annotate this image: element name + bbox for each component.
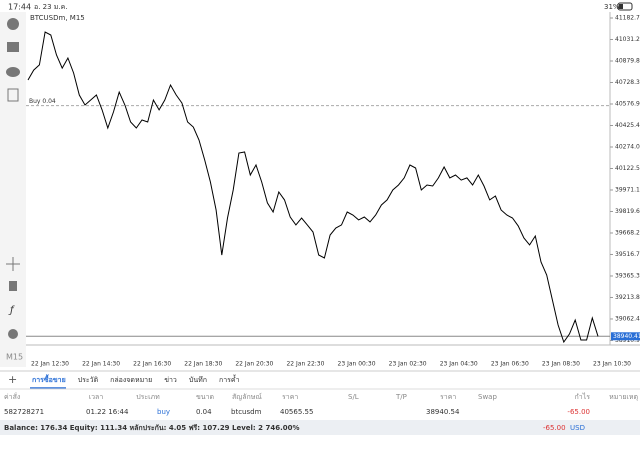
x-tick-label: 22 Jan 20:30 [235,361,273,368]
tab[interactable]: บันทึก [189,375,207,384]
table-header: กำไร [575,392,591,401]
x-tick-label: 22 Jan 22:30 [286,361,324,368]
table-cell: -65.00 [567,408,590,416]
y-tick-label: 39365.30 [615,272,640,279]
y-tick-label: 39062.40 [615,315,640,322]
x-tick-label: 22 Jan 18:30 [184,361,222,368]
symbol-label: BTCUSDm, M15 [30,14,85,22]
y-tick-label: 39213.85 [615,294,640,301]
table-header: S/L [348,393,359,401]
table-header: ราคา [282,393,298,401]
tab[interactable]: ข่าว [164,376,177,384]
y-tick-label: 40728.35 [615,79,640,86]
table-cell: 582728271 [4,408,44,416]
balance-bar [0,420,640,435]
table-header: Swap [478,393,497,401]
table-cell: buy [157,408,170,416]
table-cell: 01.22 16:44 [86,408,129,416]
x-tick-label: 22 Jan 14:30 [82,361,120,368]
y-tick-label: 40274.00 [615,143,640,150]
y-tick-label: 38910.95 [615,337,640,344]
price-tag [611,332,640,341]
y-tick-label: 40425.45 [615,122,640,129]
y-tick-label: 39516.75 [615,251,640,258]
table-header: สัญลักษณ์ [232,393,262,401]
table-header: ราคา [440,393,456,401]
table-header: T/P [395,393,407,401]
x-tick-label: 23 Jan 10:30 [593,361,631,368]
x-tick-label: 23 Jan 04:30 [440,361,478,368]
icon-objects[interactable] [8,329,18,339]
table-header: เวลา [89,393,104,401]
battery-level [619,4,623,9]
y-tick-label: 39819.65 [615,208,640,215]
x-tick-label: 23 Jan 06:30 [491,361,529,368]
icon-indicators[interactable]: ƒ [8,305,15,316]
timeframe[interactable]: M15 [6,353,23,362]
x-tick-label: 23 Jan 02:30 [389,361,427,368]
chart: 41182.70 41031.25 40879.80 40728.35 40576.90… [26,15,640,368]
x-tick-label: 22 Jan 12:30 [31,361,69,368]
y-tick-label: 41031.25 [615,36,640,43]
y-tick-label: 39971.10 [615,186,640,193]
y-tick-label: 41182.70 [615,15,640,22]
battery-icon [617,2,633,11]
order-label: Buy 0.04 [29,98,56,105]
tabs: การซื้อขาย ประวัติ กล่องจดหมาย ข่าว บันทึก กา… [30,373,240,389]
x-tick-label: 23 Jan 00:30 [338,361,376,368]
y-tick-label: 40122.55 [615,165,640,172]
table-header: ค่าสั่ง [4,392,20,401]
y-tick-label: 40879.80 [615,57,640,64]
table: ค่าสั่ง เวลา ประเภท ขนาด สัญลักษณ์ ราคา S/L T/P… [4,392,638,416]
tab[interactable]: ประวัติ [78,376,99,384]
status-date: อ. 23 ม.ค. [34,3,68,11]
table-cell: btcusdm [231,408,262,416]
icon-chart-type[interactable] [9,281,17,291]
icon-trade[interactable] [7,42,19,52]
y-tick-label: 39668.20 [615,229,640,236]
status-time: 17:44 [8,3,31,12]
tab[interactable]: การค้ำ [219,373,240,384]
table-header: ขนาด [196,393,214,401]
tab[interactable]: กล่องจดหมาย [110,376,152,384]
table-header: หมายเหตุ [609,393,638,401]
add-button[interactable]: + [8,373,17,386]
table-cell: 38940.54 [426,408,460,416]
icon-crosshair[interactable] [6,257,20,271]
balance-text: Balance: 176.34 Equity: 111.34 หลักประกั… [4,424,299,432]
icon-account[interactable] [7,18,19,30]
table-cell: 40565.55 [280,408,313,416]
icon-chat[interactable] [6,67,20,77]
tab[interactable]: การซื้อขาย [32,373,66,384]
x-tick-label: 23 Jan 08:30 [542,361,580,368]
table-header: ประเภท [136,393,160,401]
icon-new[interactable] [7,88,19,102]
balance-profit: -65.00 [543,424,566,432]
x-tick-label: 22 Jan 16:30 [133,361,171,368]
price-line-series [27,31,599,344]
table-cell: 0.04 [196,408,212,416]
status-battery: 31% [604,3,620,11]
y-tick-label: 40576.90 [615,100,640,107]
balance-currency: USD [570,424,585,432]
price-tag-label: 38940.41 [613,333,640,340]
